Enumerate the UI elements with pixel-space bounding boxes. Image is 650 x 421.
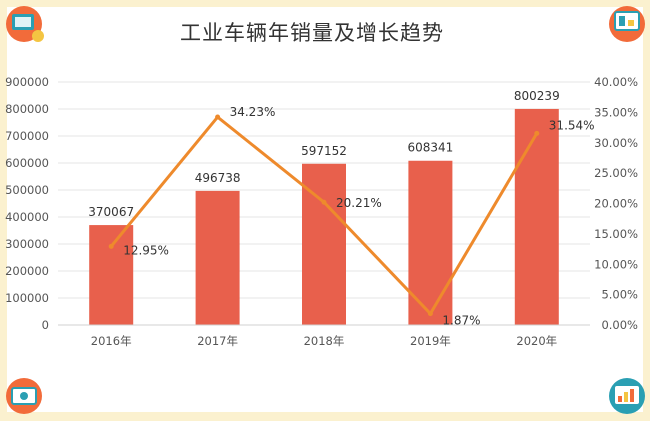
- presentation-illustration-bottom-left: [6, 378, 42, 414]
- bar: [514, 108, 559, 325]
- y-right-tick-label: 25.00%: [594, 166, 638, 180]
- presentation-illustration-bottom-right: [609, 378, 645, 414]
- line-point: [108, 243, 114, 249]
- bar: [89, 225, 134, 325]
- y-right-tick-label: 15.00%: [594, 227, 638, 241]
- axes: 0 100000 200000 300000 400000 500000 600000 700…: [5, 75, 638, 348]
- x-tick-label: 2020年: [516, 334, 557, 348]
- y-right-tick-label: 5.00%: [601, 288, 638, 302]
- y-left-tick-label: 400000: [5, 210, 49, 224]
- y-left-tick-label: 700000: [5, 129, 49, 143]
- y-left-tick-label: 100000: [5, 291, 49, 305]
- line-series: [108, 114, 540, 317]
- y-left-tick-label: 600000: [5, 156, 49, 170]
- y-left-tick-label: 900000: [5, 75, 49, 89]
- bar: [302, 163, 346, 325]
- line-data-label: 12.95%: [123, 243, 169, 257]
- bar-data-label: 496738: [195, 171, 241, 185]
- chart-title: 工业车辆年销量及增长趋势: [180, 21, 444, 45]
- y-right-tick-label: 35.00%: [594, 105, 638, 119]
- bar-series: [89, 108, 559, 325]
- y-right-tick-label: 10.00%: [594, 257, 638, 271]
- y-left-tick-label: 0: [42, 318, 49, 332]
- y-left-tick-label: 200000: [5, 264, 49, 278]
- line-data-label: 1.87%: [442, 314, 480, 328]
- x-tick-label: 2016年: [91, 334, 132, 348]
- line-point: [215, 114, 221, 120]
- bar: [195, 190, 240, 325]
- y-right-tick-label: 0.00%: [601, 318, 638, 332]
- presentation-illustration-top-left: [6, 6, 44, 42]
- line-data-label: 31.54%: [549, 118, 595, 132]
- x-tick-label: 2017年: [197, 334, 238, 348]
- line-data-label: 20.21%: [336, 196, 382, 210]
- line-point: [534, 130, 540, 136]
- x-tick-label: 2019年: [410, 334, 451, 348]
- y-left-tick-label: 300000: [5, 237, 49, 251]
- bar-data-label: 800239: [514, 89, 560, 103]
- y-left-tick-label: 500000: [5, 183, 49, 197]
- bar-data-label: 370067: [88, 205, 134, 219]
- bar-data-label: 597152: [301, 144, 347, 158]
- bar: [408, 160, 453, 325]
- y-right-tick-label: 20.00%: [594, 197, 638, 211]
- line-point: [427, 311, 433, 317]
- x-tick-label: 2018年: [304, 334, 345, 348]
- y-right-tick-label: 40.00%: [594, 75, 638, 89]
- line-data-label: 34.23%: [230, 105, 276, 119]
- y-left-tick-label: 800000: [5, 102, 49, 116]
- presentation-illustration-top-right: [609, 6, 645, 42]
- bar-data-label: 608341: [407, 141, 453, 155]
- y-right-tick-label: 30.00%: [594, 136, 638, 150]
- line-point: [321, 199, 327, 205]
- data-labels: 370067 496738 597152 608341 800239 12.95% 34.2…: [88, 89, 594, 328]
